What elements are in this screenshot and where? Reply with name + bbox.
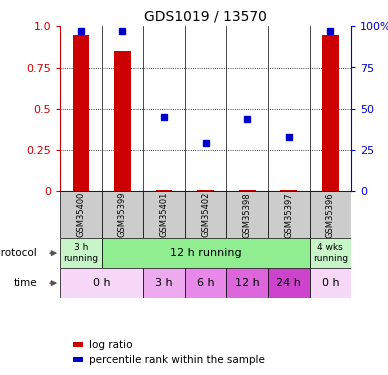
Text: log ratio: log ratio: [89, 340, 133, 350]
Bar: [185, 268, 227, 298]
Bar: [310, 238, 351, 268]
Text: GSM35402: GSM35402: [201, 192, 210, 237]
Text: 3 h
running: 3 h running: [63, 243, 99, 263]
Text: 0 h: 0 h: [322, 278, 339, 288]
Bar: [73, 357, 83, 362]
Bar: [185, 191, 227, 238]
Bar: [156, 190, 172, 191]
Title: GDS1019 / 13570: GDS1019 / 13570: [144, 10, 267, 24]
Text: GSM35401: GSM35401: [159, 192, 168, 237]
Bar: [143, 268, 185, 298]
Text: time: time: [13, 278, 37, 288]
Bar: [143, 191, 185, 238]
Bar: [268, 268, 310, 298]
Text: protocol: protocol: [0, 248, 37, 258]
Text: 0 h: 0 h: [93, 278, 111, 288]
Text: GSM35397: GSM35397: [284, 192, 293, 237]
Bar: [239, 190, 256, 191]
Text: GSM35398: GSM35398: [243, 192, 252, 237]
Bar: [268, 191, 310, 238]
Bar: [73, 342, 83, 347]
Bar: [102, 191, 143, 238]
Bar: [114, 51, 131, 191]
Text: percentile rank within the sample: percentile rank within the sample: [89, 355, 265, 364]
Bar: [322, 34, 339, 191]
Bar: [73, 34, 89, 191]
Text: 4 wks
running: 4 wks running: [313, 243, 348, 263]
Bar: [310, 191, 351, 238]
Bar: [60, 191, 102, 238]
Text: 3 h: 3 h: [155, 278, 173, 288]
Bar: [102, 238, 310, 268]
Bar: [281, 190, 297, 191]
Bar: [227, 191, 268, 238]
Bar: [227, 268, 268, 298]
Text: GSM35396: GSM35396: [326, 192, 335, 237]
Text: 6 h: 6 h: [197, 278, 215, 288]
Text: GSM35400: GSM35400: [76, 192, 85, 237]
Text: 12 h running: 12 h running: [170, 248, 241, 258]
Text: 24 h: 24 h: [276, 278, 301, 288]
Bar: [310, 268, 351, 298]
Text: GSM35399: GSM35399: [118, 192, 127, 237]
Bar: [197, 190, 214, 191]
Text: 12 h: 12 h: [235, 278, 260, 288]
Bar: [60, 268, 143, 298]
Bar: [60, 238, 102, 268]
